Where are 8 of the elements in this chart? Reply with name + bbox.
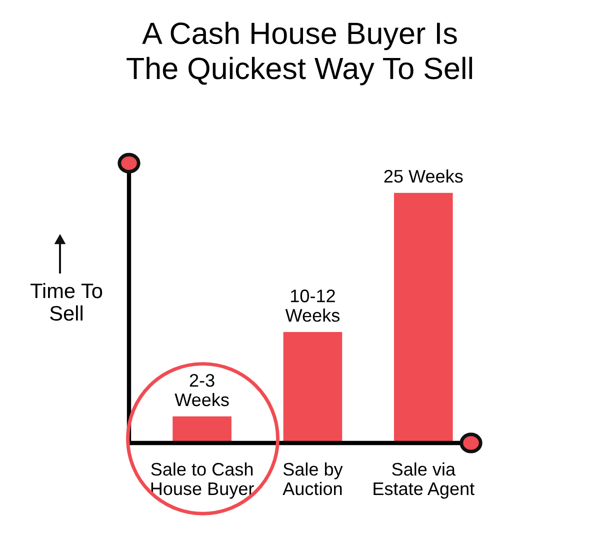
data-label: 10-12 Weeks bbox=[285, 290, 340, 322]
chart-title: A Cash House Buyer Is The Quickest Way To Sell bbox=[126, 22, 472, 86]
data-label: 25 Weeks bbox=[384, 169, 463, 183]
x-tick-label: Sale via Estate Agent bbox=[374, 462, 474, 499]
x-tick-label: Sale to Cash House Buyer bbox=[151, 462, 254, 499]
x-tick-label: Sale by Auction bbox=[282, 462, 343, 496]
data-label: 2-3 Weeks bbox=[174, 374, 229, 406]
y-axis-title: Time To Sell bbox=[30, 282, 102, 321]
